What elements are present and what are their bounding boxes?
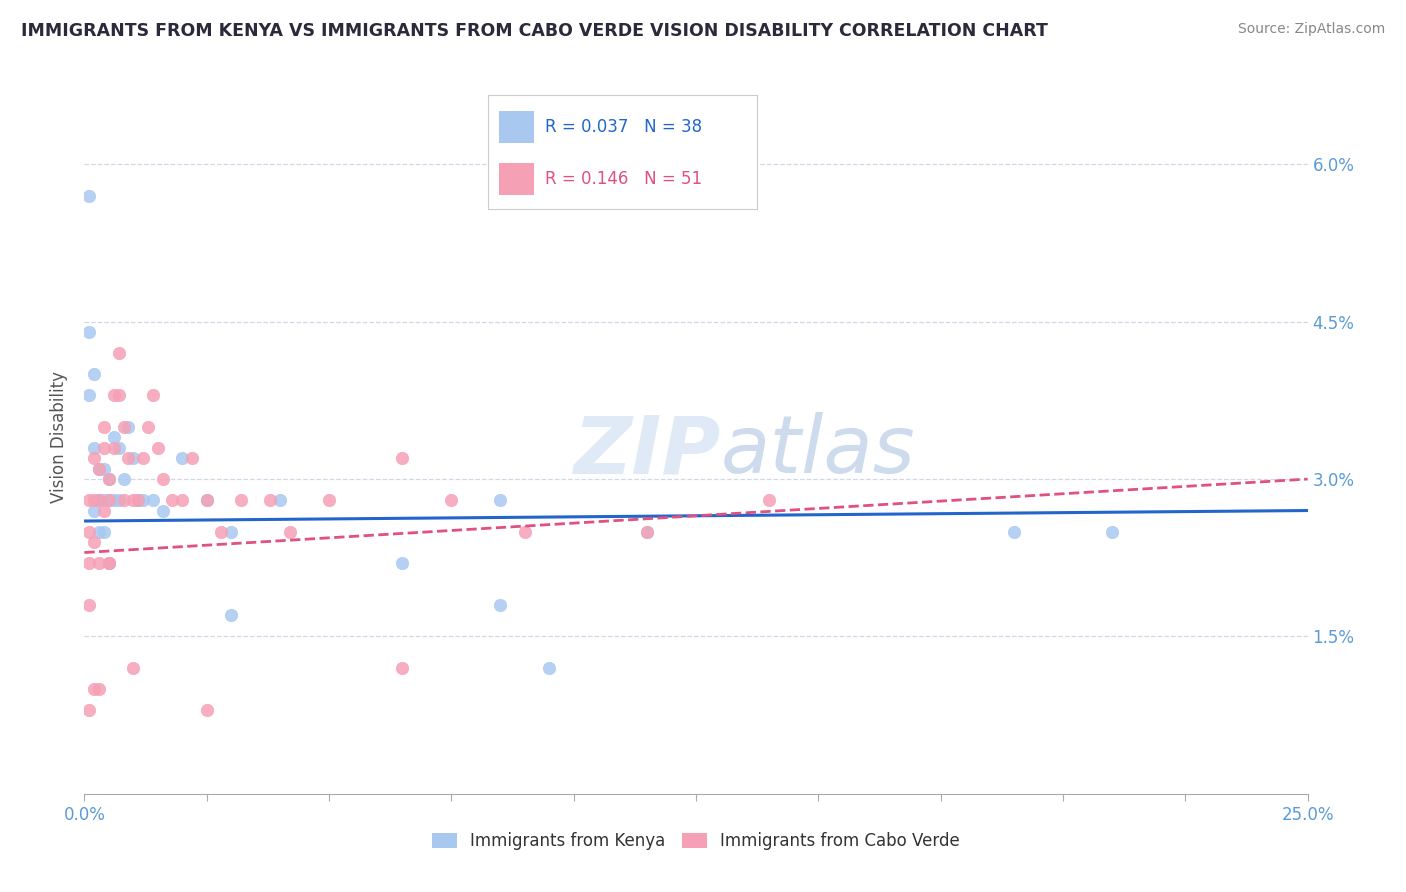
Point	[219, 524, 242, 539]
Point	[83, 503, 105, 517]
Text: ZIP: ZIP	[574, 412, 720, 491]
Point	[77, 325, 100, 339]
Point	[77, 188, 100, 202]
Point	[93, 524, 115, 539]
Point	[77, 556, 100, 570]
Point	[77, 703, 100, 717]
Point	[83, 493, 105, 508]
Point	[107, 388, 129, 402]
Point	[146, 441, 169, 455]
Point	[103, 493, 125, 508]
Point	[93, 441, 115, 455]
Point	[278, 524, 301, 539]
Point	[229, 493, 252, 508]
Text: Source: ZipAtlas.com: Source: ZipAtlas.com	[1237, 22, 1385, 37]
Point	[87, 524, 110, 539]
Point	[132, 493, 155, 508]
Point	[259, 493, 281, 508]
Point	[77, 598, 100, 612]
Point	[97, 556, 120, 570]
Point	[136, 419, 159, 434]
Point	[97, 472, 120, 486]
Point	[97, 556, 120, 570]
Point	[112, 419, 135, 434]
Y-axis label: Vision Disability: Vision Disability	[51, 371, 69, 503]
Point	[83, 441, 105, 455]
Point	[83, 367, 105, 381]
Point	[93, 493, 115, 508]
Point	[103, 388, 125, 402]
Point	[132, 451, 155, 466]
Point	[112, 493, 135, 508]
Point	[636, 524, 658, 539]
Text: atlas: atlas	[720, 412, 915, 491]
Point	[103, 441, 125, 455]
Point	[513, 524, 536, 539]
Point	[391, 661, 413, 675]
Point	[77, 388, 100, 402]
Point	[318, 493, 340, 508]
Point	[87, 493, 110, 508]
Point	[83, 535, 105, 549]
Point	[127, 493, 149, 508]
Point	[440, 493, 463, 508]
Point	[97, 493, 120, 508]
Point	[152, 503, 174, 517]
Point	[77, 524, 100, 539]
Point	[489, 493, 512, 508]
Point	[83, 681, 105, 696]
Point	[269, 493, 291, 508]
Point	[122, 493, 145, 508]
Point	[172, 451, 194, 466]
Point	[195, 493, 218, 508]
Point	[87, 461, 110, 475]
Point	[93, 419, 115, 434]
Point	[152, 472, 174, 486]
Point	[107, 441, 129, 455]
Legend: Immigrants from Kenya, Immigrants from Cabo Verde: Immigrants from Kenya, Immigrants from C…	[425, 826, 967, 857]
Point	[97, 493, 120, 508]
Point	[538, 661, 561, 675]
Point	[93, 461, 115, 475]
Point	[97, 472, 120, 486]
Point	[142, 388, 165, 402]
Point	[1101, 524, 1123, 539]
Point	[758, 493, 780, 508]
Point	[181, 451, 204, 466]
Point	[93, 503, 115, 517]
Point	[195, 493, 218, 508]
Point	[117, 451, 139, 466]
Point	[83, 451, 105, 466]
Point	[112, 472, 135, 486]
Point	[87, 681, 110, 696]
Point	[122, 451, 145, 466]
Point	[122, 661, 145, 675]
Point	[77, 493, 100, 508]
Point	[1002, 524, 1025, 539]
Point	[162, 493, 184, 508]
Point	[127, 493, 149, 508]
Point	[87, 556, 110, 570]
Point	[87, 461, 110, 475]
Point	[97, 556, 120, 570]
Point	[391, 451, 413, 466]
Point	[103, 430, 125, 444]
Point	[209, 524, 232, 539]
Point	[117, 419, 139, 434]
Text: IMMIGRANTS FROM KENYA VS IMMIGRANTS FROM CABO VERDE VISION DISABILITY CORRELATIO: IMMIGRANTS FROM KENYA VS IMMIGRANTS FROM…	[21, 22, 1047, 40]
Point	[107, 493, 129, 508]
Point	[87, 493, 110, 508]
Point	[195, 703, 218, 717]
Point	[489, 598, 512, 612]
Point	[107, 346, 129, 360]
Point	[391, 556, 413, 570]
Point	[172, 493, 194, 508]
Point	[142, 493, 165, 508]
Point	[636, 524, 658, 539]
Point	[219, 608, 242, 623]
